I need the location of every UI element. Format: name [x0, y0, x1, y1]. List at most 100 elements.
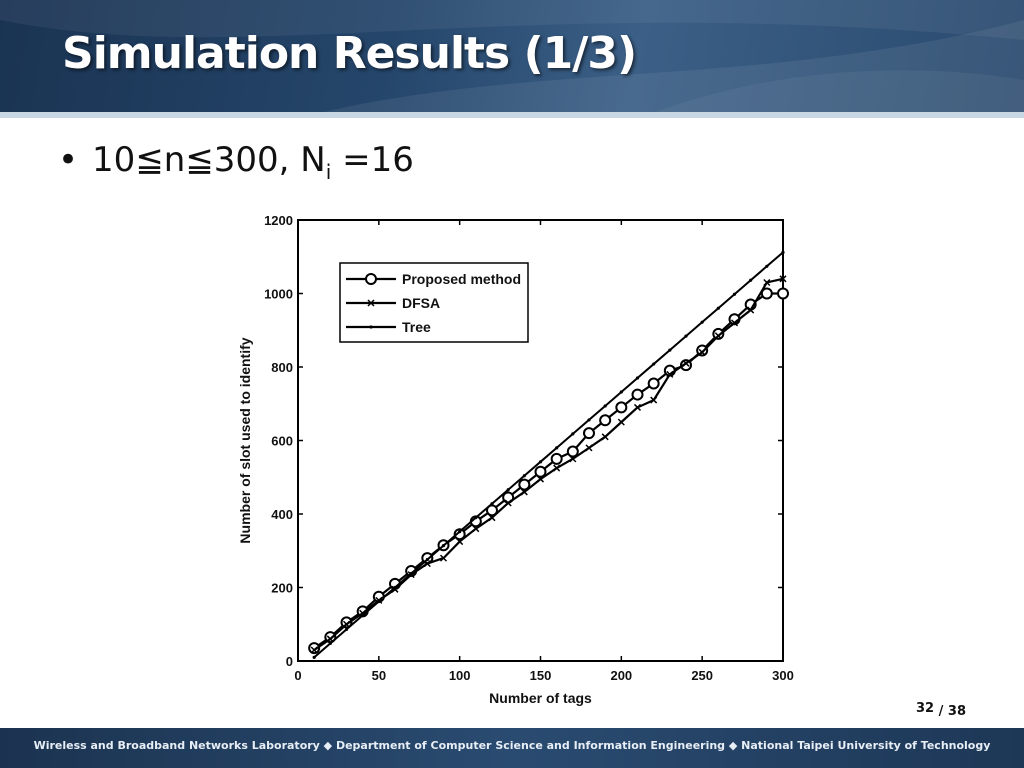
- data-point-circle: [615, 401, 628, 414]
- data-point-dot: [587, 418, 591, 422]
- bullet-item: • 10≦n≦300, Ni =16: [58, 140, 414, 184]
- data-point-dot: [522, 474, 526, 478]
- data-point-x: [617, 418, 625, 426]
- data-point-x: [569, 455, 577, 463]
- page-current: 32: [916, 701, 935, 716]
- footer-text: Wireless and Broadband Networks Laborato…: [33, 739, 991, 752]
- data-point-circle: [583, 427, 595, 440]
- data-point-x: [536, 475, 545, 483]
- data-point-x: [747, 306, 755, 314]
- data-point-x: [456, 538, 464, 546]
- slide-footer: Wireless and Broadband Networks Laborato…: [0, 728, 1024, 768]
- data-point-dot: [781, 250, 785, 254]
- page-number: 32 / 38: [916, 701, 966, 719]
- page-total: / 38: [938, 704, 966, 719]
- data-point-dot: [765, 264, 769, 268]
- y-tick-label: 400: [271, 507, 293, 522]
- data-point-x: [714, 332, 722, 340]
- y-tick-label: 0: [286, 654, 293, 669]
- data-point-dot: [652, 362, 656, 366]
- data-point-x: [666, 370, 674, 378]
- data-point-circle: [340, 616, 353, 629]
- data-point-dot: [555, 446, 559, 450]
- data-point-x: [601, 433, 609, 441]
- x-tick-label: 300: [772, 668, 794, 683]
- bullet-text-prefix: 10≦n≦300, N: [92, 140, 326, 180]
- data-point-dot: [425, 557, 429, 562]
- legend-label: DFSA: [402, 295, 440, 311]
- data-point-circle: [760, 287, 773, 300]
- data-point-dot: [393, 585, 397, 590]
- data-point-circle: [518, 478, 531, 491]
- x-tick-label: 0: [294, 668, 301, 683]
- data-point-dot: [700, 320, 704, 324]
- data-point-dot: [749, 278, 753, 282]
- data-point-x: [763, 278, 771, 287]
- data-point-x: [439, 554, 448, 562]
- data-point-x: [359, 609, 367, 617]
- data-point-circle: [566, 445, 579, 458]
- data-point-dot: [458, 530, 462, 534]
- x-axis-label: Number of tags: [489, 690, 592, 706]
- data-point-dot: [635, 376, 640, 380]
- data-point-x: [472, 525, 480, 533]
- data-point-x: [698, 348, 706, 356]
- data-point-dot: [732, 292, 737, 296]
- bullet-marker: •: [58, 140, 79, 180]
- data-point-x: [633, 403, 642, 411]
- data-point-x: [779, 275, 787, 283]
- data-point-circle: [647, 377, 660, 390]
- series-dfsa: [310, 275, 787, 654]
- y-axis-label: Number of slot used to identify: [237, 337, 253, 543]
- data-point-circle: [486, 504, 498, 517]
- data-point-x: [504, 499, 512, 507]
- series-tree: [312, 250, 785, 659]
- data-point-dot: [490, 502, 494, 506]
- data-point-x: [682, 359, 690, 367]
- legend-label: Proposed method: [402, 271, 521, 287]
- data-point-circle: [712, 327, 725, 340]
- data-point-circle: [599, 414, 612, 427]
- data-point-dot: [603, 404, 607, 408]
- data-point-x: [585, 444, 593, 452]
- header-divider: [0, 112, 1024, 118]
- data-point-x: [367, 299, 375, 307]
- data-point-circle: [453, 528, 466, 541]
- data-point-dot: [684, 334, 688, 338]
- y-tick-label: 1200: [264, 213, 293, 228]
- data-point-x: [520, 488, 528, 496]
- data-point-dot: [506, 488, 510, 492]
- data-point-dot: [344, 627, 349, 631]
- data-point-x: [391, 585, 399, 593]
- data-point-dot: [571, 432, 575, 436]
- data-point-dot: [312, 655, 316, 659]
- data-point-dot: [668, 348, 672, 352]
- line-chart: 0 50 100 150 200 250 300 0 200 400 600 800 1000 1200 N…: [237, 213, 794, 706]
- data-point-x: [310, 646, 318, 654]
- data-point-dot: [441, 544, 446, 548]
- header-decoration: [0, 0, 1024, 118]
- data-point-circle: [631, 388, 644, 401]
- series-line: [313, 251, 784, 659]
- data-point-dot: [328, 641, 332, 645]
- slide-header: Simulation Results (1/3): [0, 0, 1024, 118]
- data-point-dot: [361, 613, 365, 618]
- data-point-x: [650, 396, 658, 404]
- data-point-dot: [377, 599, 381, 604]
- data-point-dot: [474, 516, 478, 520]
- y-tick-label: 600: [271, 434, 293, 449]
- data-point-x: [342, 620, 351, 628]
- x-tick-label: 250: [691, 668, 713, 683]
- legend-label: Tree: [402, 319, 431, 335]
- data-point-dot: [409, 571, 413, 576]
- bullet-subscript: i: [325, 159, 332, 184]
- data-point-dot: [538, 460, 543, 464]
- data-point-x: [553, 464, 561, 472]
- data-point-circle: [365, 273, 377, 285]
- bullet-text-suffix: =16: [331, 140, 414, 180]
- x-tick-label: 100: [449, 668, 471, 683]
- slide-title: Simulation Results (1/3): [62, 28, 637, 79]
- series-proposed-method: [308, 287, 789, 655]
- x-tick-label: 200: [610, 668, 632, 683]
- data-point-circle: [777, 287, 789, 300]
